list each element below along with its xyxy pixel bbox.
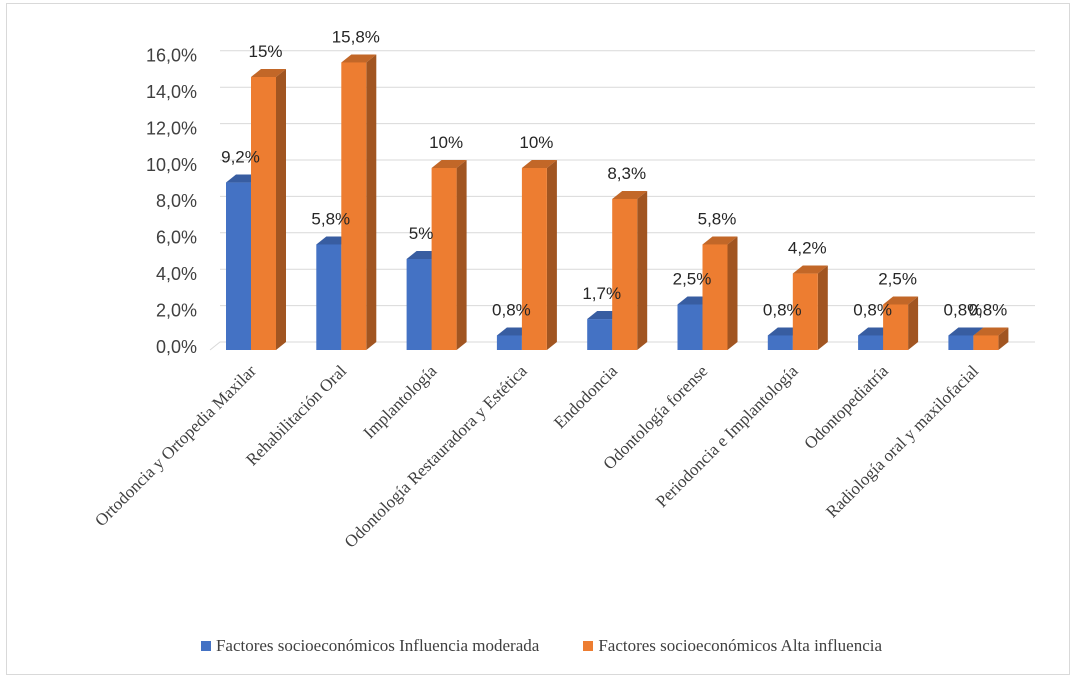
bar xyxy=(521,160,557,350)
bar-top xyxy=(431,160,467,168)
bar xyxy=(702,236,738,350)
bar xyxy=(612,190,648,350)
bar-front xyxy=(431,168,457,350)
bar-front xyxy=(792,273,818,350)
bar-front xyxy=(702,244,728,350)
bar-top xyxy=(612,190,648,199)
bar-top xyxy=(792,265,828,274)
data-label: 2,5% xyxy=(673,270,712,289)
legend-swatch-moderada xyxy=(200,641,211,651)
bar xyxy=(251,69,286,350)
bar-front xyxy=(316,244,342,350)
y-tick-label: 10,0% xyxy=(146,155,197,175)
y-tick-label: 2,0% xyxy=(156,300,197,320)
data-label: 5% xyxy=(409,224,434,243)
bar-top xyxy=(883,296,919,305)
data-label: 4,2% xyxy=(788,239,827,258)
bar xyxy=(973,327,1009,350)
bar xyxy=(792,265,828,350)
floor-edge xyxy=(209,341,1035,351)
bar-side xyxy=(817,265,828,350)
bar-front xyxy=(251,77,276,350)
legend: Factores socioeconómicos Influencia mode… xyxy=(0,634,1083,658)
legend-item-moderada: Factores socioeconómicos Influencia mode… xyxy=(200,636,540,656)
data-label: 0,8% xyxy=(944,300,983,319)
x-category-label: Radiología oral y maxilofacial xyxy=(822,361,982,521)
data-label: 0,8% xyxy=(969,300,1008,319)
y-tick-label: 6,0% xyxy=(156,228,197,248)
bar-front xyxy=(226,182,251,350)
bar-front xyxy=(973,335,999,350)
x-category-label: Rehabilitación Oral xyxy=(242,361,350,469)
bar-top xyxy=(251,69,286,77)
legend-label-alta: Factores socioeconómicos Alta influencia xyxy=(598,636,883,655)
data-label: 2,5% xyxy=(878,270,917,289)
data-label: 8,3% xyxy=(607,164,646,183)
x-category-label: Ortodoncia y Ortopedia Maxilar xyxy=(91,361,260,530)
bar-side xyxy=(276,69,286,350)
bar-front xyxy=(948,335,974,350)
y-tick-label: 16,0% xyxy=(146,46,197,66)
bar-front xyxy=(767,335,793,350)
x-category-label: Endodoncia xyxy=(550,361,621,432)
bar-front xyxy=(587,319,613,350)
y-tick-label: 4,0% xyxy=(156,264,197,284)
data-label: 5,8% xyxy=(698,209,737,228)
data-label: 10% xyxy=(519,133,553,152)
bar-front xyxy=(612,198,638,350)
bar-side xyxy=(908,296,919,350)
data-label: 10% xyxy=(429,133,463,152)
data-label: 0,8% xyxy=(853,300,892,319)
bar-front xyxy=(406,259,432,350)
chart-plot: 0,0% 2,0% 4,0% 6,0% 8,0% 10,0% 12,0% 14,0% 16,0%… xyxy=(91,27,1035,551)
data-label: 0,8% xyxy=(492,300,531,319)
data-label: 5,8% xyxy=(311,209,350,228)
bar-front xyxy=(496,335,522,350)
bar-side xyxy=(637,190,648,350)
bar-top xyxy=(341,54,377,63)
data-label: 9,2% xyxy=(221,148,260,167)
y-tick-label: 14,0% xyxy=(146,82,197,102)
bar-top xyxy=(973,327,1009,336)
y-tick-label: 12,0% xyxy=(146,118,197,138)
bar-side xyxy=(456,160,467,350)
y-axis: 0,0% 2,0% 4,0% 6,0% 8,0% 10,0% 12,0% 14,0% 16,0% xyxy=(146,46,197,357)
bar xyxy=(431,160,467,350)
bar-side xyxy=(727,236,738,350)
bar-top xyxy=(702,236,738,245)
x-axis: Ortodoncia y Ortopedia MaxilarRehabilita… xyxy=(91,361,982,551)
y-tick-label: 0,0% xyxy=(156,337,197,357)
bar-front xyxy=(858,335,884,350)
data-labels: 9,2% 15% 5,8% 15,8% 5% 10% 0,8% 10% 1,7% 8,3% 2,5%… xyxy=(221,27,1007,319)
bar-side xyxy=(366,54,377,350)
data-label: 1,7% xyxy=(582,284,621,303)
legend-item-alta: Factores socioeconómicos Alta influencia xyxy=(583,636,882,656)
x-category-label: Implantología xyxy=(360,361,441,442)
y-tick-label: 8,0% xyxy=(156,191,197,211)
bar-side xyxy=(546,160,557,350)
data-label: 15% xyxy=(248,42,282,61)
bar-front xyxy=(883,304,909,350)
bar-top xyxy=(948,327,984,336)
x-category-label: Odontopediatría xyxy=(800,361,892,453)
bar xyxy=(883,296,919,350)
x-category-label: Odontología Restauradora y Estética xyxy=(341,361,531,551)
bars xyxy=(226,54,1009,350)
bar-top xyxy=(521,160,557,168)
legend-label-moderada: Factores socioeconómicos Influencia mode… xyxy=(215,636,540,655)
bar-side xyxy=(998,327,1009,350)
data-label: 0,8% xyxy=(763,300,802,319)
bar-front xyxy=(677,304,703,350)
bar-front xyxy=(341,62,367,350)
legend-swatch-alta xyxy=(583,641,594,651)
data-label: 15,8% xyxy=(332,27,380,46)
bar xyxy=(341,54,377,350)
bar-front xyxy=(521,168,547,350)
